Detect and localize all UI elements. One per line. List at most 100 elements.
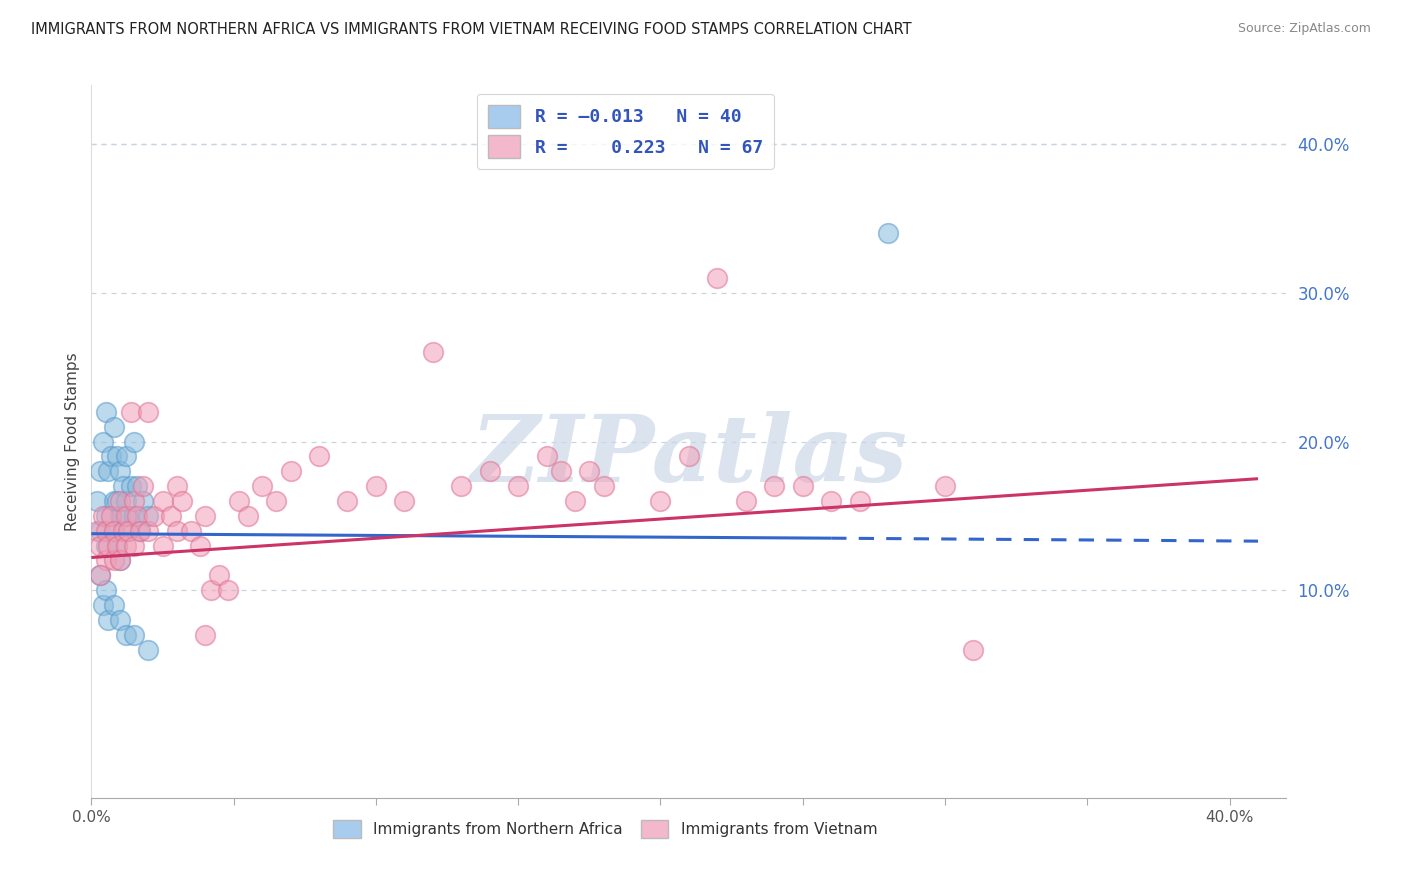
Point (97, 539, 120, 553)
Point (228, 494, 250, 508)
Point (394, 494, 416, 508)
Point (734, 494, 756, 508)
Point (792, 479, 814, 493)
Point (678, 450, 700, 464)
Point (91, 598, 114, 612)
Point (94, 524, 117, 538)
Point (108, 553, 131, 567)
Point (136, 405, 159, 419)
Point (136, 524, 159, 538)
Point (89, 568, 111, 582)
Point (111, 479, 134, 493)
Point (266, 494, 288, 508)
Point (508, 479, 530, 493)
Point (194, 628, 217, 642)
Point (564, 494, 586, 508)
Point (122, 539, 145, 553)
Point (86, 524, 108, 538)
Point (706, 271, 728, 285)
Point (111, 524, 134, 538)
Point (217, 583, 239, 598)
Point (91, 434, 114, 449)
Point (108, 464, 131, 478)
Point (114, 628, 136, 642)
Point (114, 450, 136, 464)
Point (89, 568, 111, 582)
Point (336, 494, 359, 508)
Point (108, 613, 131, 627)
Text: Source: ZipAtlas.com: Source: ZipAtlas.com (1237, 22, 1371, 36)
Point (280, 464, 302, 478)
Point (117, 508, 139, 523)
Point (650, 494, 672, 508)
Legend: Immigrants from Northern Africa, Immigrants from Vietnam: Immigrants from Northern Africa, Immigra… (328, 814, 883, 844)
Point (152, 494, 174, 508)
Point (180, 524, 202, 538)
Point (103, 524, 125, 538)
Point (131, 479, 153, 493)
Point (91, 508, 114, 523)
Point (103, 598, 125, 612)
Point (100, 450, 122, 464)
Point (200, 583, 222, 598)
Point (125, 479, 148, 493)
Point (89, 539, 111, 553)
Point (94, 508, 117, 523)
Point (128, 524, 150, 538)
Point (125, 508, 148, 523)
Point (105, 450, 128, 464)
Point (160, 508, 183, 523)
Point (934, 479, 956, 493)
Point (763, 479, 786, 493)
Point (105, 494, 128, 508)
Point (128, 524, 150, 538)
Point (962, 642, 984, 657)
Text: ZIPatlas: ZIPatlas (471, 411, 907, 500)
Point (117, 524, 139, 538)
Point (578, 464, 600, 478)
Point (136, 508, 159, 523)
Point (105, 539, 128, 553)
Point (89, 464, 111, 478)
Point (848, 494, 870, 508)
Point (103, 419, 125, 434)
Point (208, 568, 231, 582)
Point (152, 539, 174, 553)
Point (592, 479, 614, 493)
Point (422, 345, 444, 359)
Point (450, 479, 472, 493)
Point (820, 494, 842, 508)
Point (94, 583, 117, 598)
Point (94, 539, 117, 553)
Point (120, 405, 142, 419)
Point (103, 553, 125, 567)
Point (97, 613, 120, 627)
Point (120, 479, 142, 493)
Point (94, 553, 117, 567)
Point (122, 494, 145, 508)
Point (172, 494, 194, 508)
Point (114, 494, 136, 508)
Point (122, 508, 145, 523)
Point (100, 508, 122, 523)
Point (117, 524, 139, 538)
Text: IMMIGRANTS FROM NORTHERN AFRICA VS IMMIGRANTS FROM VIETNAM RECEIVING FOOD STAMPS: IMMIGRANTS FROM NORTHERN AFRICA VS IMMIG… (31, 22, 911, 37)
Point (166, 524, 188, 538)
Point (105, 539, 128, 553)
Y-axis label: Receiving Food Stamps: Receiving Food Stamps (65, 352, 80, 531)
Point (550, 464, 572, 478)
Point (103, 494, 125, 508)
Point (136, 642, 159, 657)
Point (131, 494, 153, 508)
Point (194, 508, 217, 523)
Point (86, 494, 108, 508)
Point (143, 508, 166, 523)
Point (103, 524, 125, 538)
Point (236, 508, 259, 523)
Point (250, 479, 273, 493)
Point (97, 464, 120, 478)
Point (877, 227, 900, 241)
Point (114, 539, 136, 553)
Point (122, 628, 145, 642)
Point (478, 464, 501, 478)
